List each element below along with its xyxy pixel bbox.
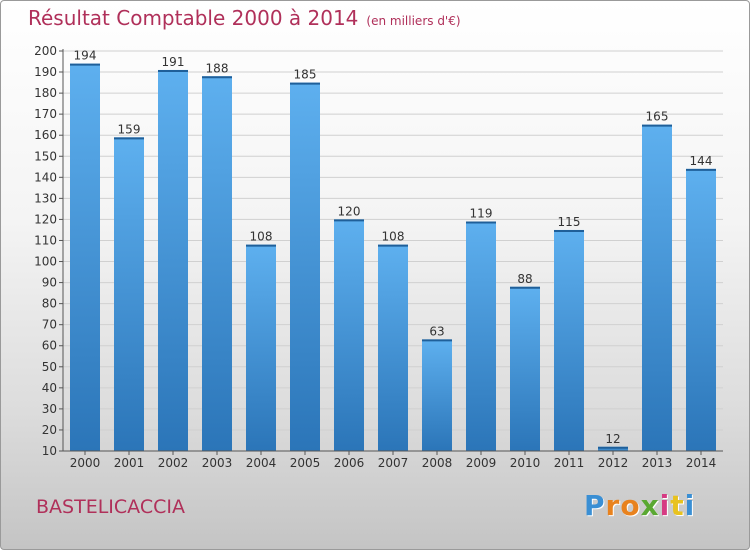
- logo-letter: i: [659, 489, 671, 522]
- logo-letter: P: [584, 489, 606, 522]
- x-tick-label-2012: 2012: [598, 456, 629, 470]
- bar-2005[interactable]: [290, 82, 320, 451]
- bar-2013[interactable]: [642, 124, 672, 452]
- y-tick-label: 190: [34, 65, 57, 79]
- x-tick-label-2010: 2010: [510, 456, 541, 470]
- data-label-2000: 194: [74, 49, 97, 63]
- y-tick-label: 30: [42, 402, 57, 416]
- x-tick-label-2006: 2006: [334, 456, 365, 470]
- bar-2002[interactable]: [158, 69, 188, 452]
- x-tick-label-2005: 2005: [290, 456, 321, 470]
- data-label-2004: 108: [250, 230, 273, 244]
- data-label-2003: 188: [206, 61, 229, 75]
- y-tick-label: 10: [42, 444, 57, 458]
- y-tick-label: 60: [42, 339, 57, 353]
- bars: [70, 63, 716, 452]
- data-label-2011: 115: [558, 215, 581, 229]
- logo-letter: x: [640, 489, 660, 522]
- x-tick-label-2008: 2008: [422, 456, 453, 470]
- chart-title: Résultat Comptable 2000 à 2014: [28, 6, 359, 30]
- bar-2014[interactable]: [686, 168, 716, 452]
- x-tick-label-2009: 2009: [466, 456, 497, 470]
- data-label-2010: 88: [517, 272, 532, 286]
- bar-2004[interactable]: [246, 244, 276, 451]
- x-tick-label-2011: 2011: [554, 456, 585, 470]
- data-label-2008: 63: [429, 324, 444, 338]
- y-axis: 10 20 30 40 50 60 70 80 90 100 110 120 130 140 150 160 1…: [34, 44, 64, 458]
- x-tick-label-2003: 2003: [202, 456, 233, 470]
- data-label-2007: 108: [382, 230, 405, 244]
- logo-letter: t: [670, 489, 685, 522]
- data-label-2001: 159: [118, 122, 141, 136]
- y-tick-label: 50: [42, 360, 57, 374]
- proxiti-logo[interactable]: Proxiti: [584, 489, 695, 522]
- chart-subtitle: (en milliers d'€): [366, 14, 461, 28]
- x-tick-label-2007: 2007: [378, 456, 409, 470]
- bar-2012[interactable]: [598, 446, 628, 451]
- bar-2008[interactable]: [422, 339, 452, 451]
- logo-letter: i: [684, 489, 696, 522]
- data-label-2012: 12: [605, 432, 620, 446]
- y-tick-label: 150: [34, 149, 57, 163]
- y-tick-label: 160: [34, 128, 57, 142]
- x-tick-label-2014: 2014: [686, 456, 717, 470]
- y-tick-label: 40: [42, 381, 57, 395]
- bar-2007[interactable]: [378, 244, 408, 451]
- x-axis: 2000 2001 2002 2003 2004 2005 2006 2007 2008 2009…: [63, 450, 723, 470]
- y-tick-label: 80: [42, 297, 57, 311]
- x-tick-label-2000: 2000: [70, 456, 101, 470]
- bar-2000[interactable]: [70, 63, 100, 451]
- bar-2001[interactable]: [114, 137, 144, 451]
- y-tick-label: 110: [34, 233, 57, 247]
- y-tick-label: 140: [34, 170, 57, 184]
- x-tick-label-2004: 2004: [246, 456, 277, 470]
- y-tick-label: 120: [34, 212, 57, 226]
- logo-letter: r: [605, 489, 621, 522]
- data-label-2002: 191: [162, 55, 185, 69]
- y-tick-label: 170: [34, 107, 57, 121]
- data-labels: 194 159 191 188 108 185 120 108 63 119 88 115 12 165 1…: [74, 49, 713, 446]
- x-tick-label-2002: 2002: [158, 456, 189, 470]
- y-tick-label: 70: [42, 318, 57, 332]
- bar-2010[interactable]: [510, 286, 540, 451]
- y-tick-label: 100: [34, 255, 57, 269]
- y-tick-label: 20: [42, 423, 57, 437]
- data-label-2005: 185: [294, 68, 317, 82]
- bar-2011[interactable]: [554, 229, 584, 451]
- y-tick-label: 200: [34, 44, 57, 58]
- y-tick-label: 180: [34, 86, 57, 100]
- x-tick-label-2001: 2001: [114, 456, 145, 470]
- x-tick-label-2013: 2013: [642, 456, 673, 470]
- bar-2009[interactable]: [466, 221, 496, 451]
- bar-2006[interactable]: [334, 219, 364, 451]
- commune-name: BASTELICACCIA: [36, 496, 185, 518]
- y-tick-label: 90: [42, 276, 57, 290]
- data-label-2013: 165: [646, 110, 669, 124]
- data-label-2006: 120: [338, 204, 361, 218]
- y-tick-label: 130: [34, 191, 57, 205]
- chart-title-block: Résultat Comptable 2000 à 2014 (en millie…: [28, 6, 461, 30]
- data-label-2009: 119: [470, 207, 493, 221]
- logo-letter: o: [620, 489, 641, 522]
- bar-2003[interactable]: [202, 76, 232, 452]
- data-label-2014: 144: [690, 154, 713, 168]
